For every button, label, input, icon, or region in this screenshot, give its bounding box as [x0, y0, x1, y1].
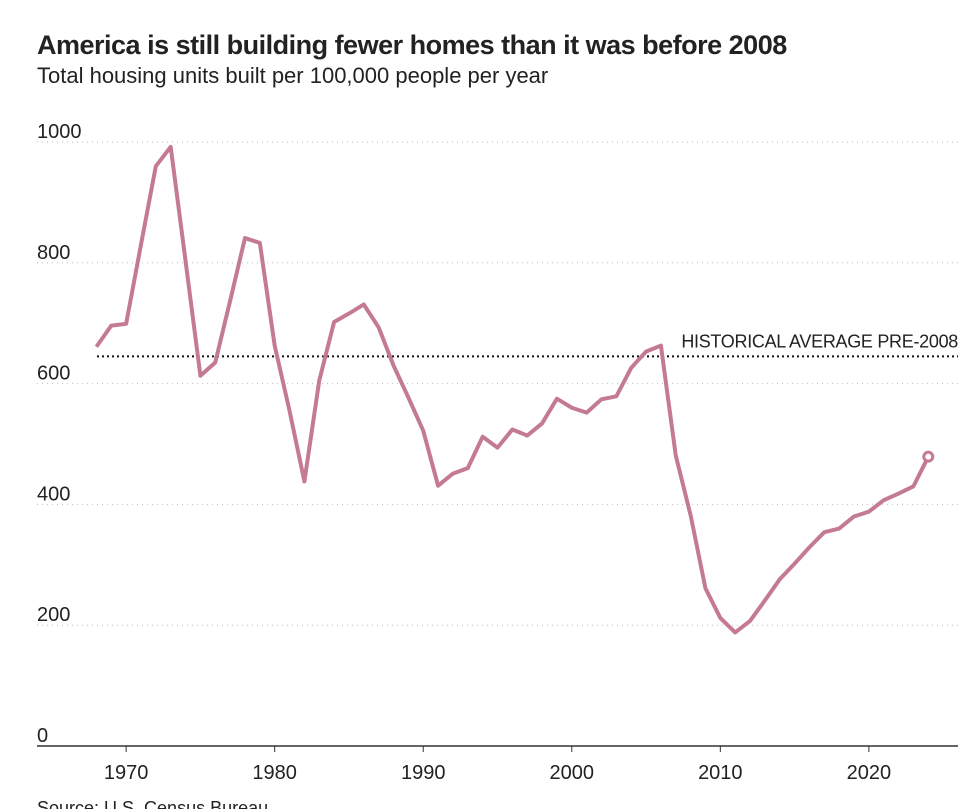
data-line: [94, 144, 931, 635]
y-tick-label: 400: [37, 483, 70, 505]
x-tick-label: 1980: [252, 762, 297, 784]
chart-title: America is still building fewer homes th…: [37, 30, 787, 60]
reference-label: HISTORICAL AVERAGE PRE-2008: [681, 331, 958, 351]
y-tick-label: 800: [37, 242, 70, 264]
y-tick-label: 0: [37, 725, 48, 747]
x-tick-label: 2000: [550, 762, 595, 784]
y-tick-label: 600: [37, 363, 70, 385]
y-tick-label: 1000: [37, 121, 82, 143]
chart-subtitle: Total housing units built per 100,000 pe…: [37, 63, 548, 88]
x-tick-label: 1990: [401, 762, 446, 784]
end-marker: [922, 450, 935, 463]
y-tick-label: 200: [37, 604, 70, 626]
source: Source: U.S. Census Bureau: [37, 798, 268, 809]
x-tick-label: 2010: [698, 762, 743, 784]
x-tick-label: 2020: [847, 762, 892, 784]
x-tick-label: 1970: [104, 762, 149, 784]
